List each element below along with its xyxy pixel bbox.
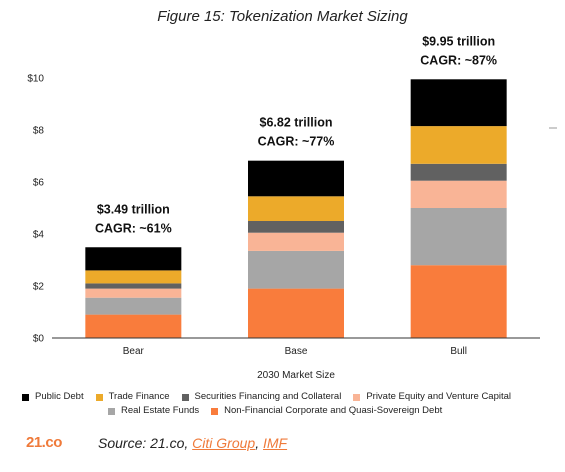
bar-stack-bull [410,79,507,338]
legend-item: Public Debt [22,390,84,404]
figure-title: Figure 15: Tokenization Market Sizing [157,8,408,25]
total-label: $6.82 trillion [260,116,333,130]
y-tick-label: $6 [33,178,45,189]
legend-item: Private Equity and Venture Capital [353,390,511,404]
bar-segment [85,247,182,271]
bar-segment [410,163,507,181]
bar-segment [410,180,507,208]
x-axis: Bear Base Bull [52,337,540,357]
legend-item: Securities Financing and Collateral [181,390,342,404]
source-note: Source: 21.co, Citi Group, IMF [98,435,287,451]
legend-label: Private Equity and Venture Capital [366,391,512,402]
bar-segment [85,283,182,289]
legend-item: Real Estate Funds [108,404,199,418]
source-link-imf[interactable]: IMF [262,435,288,451]
bar-segment [248,196,344,221]
bar-segment [85,297,182,315]
cagr-label: CAGR: ~77% [258,135,335,149]
legend-item: Non-Financial Corporate and Quasi-Sovere… [211,404,442,418]
legend-swatch [353,393,361,401]
legend-item: Trade Finance [95,390,170,404]
y-tick-label: $2 [33,282,45,293]
bar-segment [410,79,507,127]
bar-segment [85,270,182,284]
legend-swatch [95,393,103,401]
legend-label: Securities Financing and Collateral [194,391,342,402]
bar-segment [410,126,507,164]
y-tick-label: $4 [33,230,45,241]
bar-segment [248,232,344,251]
bar-annotations: $3.49 trillion CAGR: ~61% $6.82 trillion CA… [95,34,497,235]
cagr-label: CAGR: ~87% [420,53,497,67]
bar-segment [410,265,507,338]
bar-segment [85,314,182,338]
source-link-citi[interactable]: Citi Group [192,435,256,451]
source-separator: , [255,435,263,451]
legend-label: Public Debt [35,391,84,402]
bar-stack-bear [85,247,182,338]
chart-legend: Public Debt Trade Finance Securities Finan… [22,390,562,418]
y-axis: $0 $2 $4 $6 $8 $10 [27,74,44,345]
legend-row: Public Debt Trade Finance Securities Finan… [22,390,562,404]
stacked-bar-chart: $0 $2 $4 $6 $8 $10 Bear Base Bull $3.49 trillio… [27,34,557,381]
x-tick-label: Bull [450,346,467,357]
legend-swatch [22,393,29,401]
total-label: $3.49 trillion [97,202,170,216]
x-tick-label: Bear [123,346,145,357]
legend-swatch [108,407,115,415]
bar-segment [410,208,507,266]
legend-label: Non-Financial Corporate and Quasi-Sovere… [224,405,443,416]
legend-label: Real Estate Funds [121,405,200,416]
x-axis-title: 2030 Market Size [257,370,335,381]
bar-stack-base [248,160,344,338]
legend-swatch [181,393,189,401]
total-label: $9.95 trillion [422,34,495,48]
bar-segment [85,288,182,298]
legend-swatch [211,407,219,415]
legend-row: Real Estate Funds Non-Financial Corporate… [22,404,562,418]
bar-segment [248,160,344,197]
y-tick-label: $8 [33,126,45,137]
bar-segment [248,221,344,233]
bar-segment [248,250,344,289]
x-tick-label: Base [285,346,308,357]
bars [85,79,507,338]
bar-segment [248,288,344,338]
legend-label: Trade Finance [108,391,170,402]
brand-logo: 21.co [26,434,62,451]
y-tick-label: $10 [27,74,44,85]
y-tick-label: $0 [33,334,45,345]
cagr-label: CAGR: ~61% [95,221,172,235]
source-prefix: Source: 21.co, [98,435,193,451]
